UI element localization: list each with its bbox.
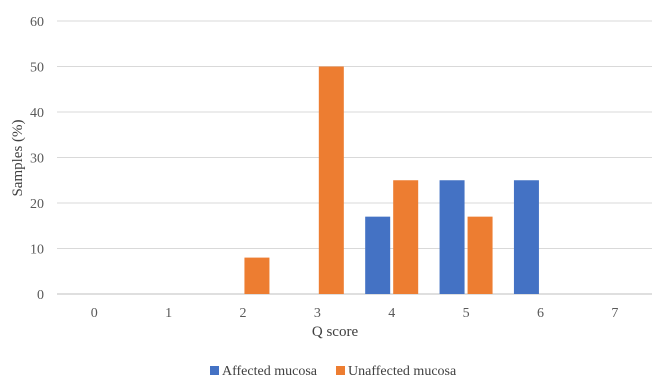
- x-tick-label: 7: [611, 306, 618, 321]
- bar-unaffected-mucosa: [318, 66, 344, 294]
- x-tick-label: 3: [314, 306, 321, 321]
- x-tick-label: 1: [165, 306, 172, 321]
- x-axis-title: Q score: [312, 324, 359, 340]
- y-tick-label: 0: [37, 288, 44, 303]
- bar-affected-mucosa: [439, 180, 465, 294]
- bar-affected-mucosa: [513, 180, 539, 294]
- bar-unaffected-mucosa: [244, 257, 270, 294]
- x-tick-label: 5: [463, 306, 470, 321]
- y-tick-label: 10: [30, 243, 44, 258]
- gridlines: [57, 20, 652, 295]
- y-tick-label: 20: [30, 197, 44, 212]
- legend-label: Affected mucosa: [222, 364, 318, 378]
- y-axis-title: Samples (%): [10, 119, 26, 196]
- legend-swatch: [210, 366, 219, 375]
- x-tick-label: 4: [388, 306, 395, 321]
- x-tick-label: 6: [537, 306, 544, 321]
- y-axis-tick-labels: 0 10 20 30 40 50 60: [30, 15, 44, 303]
- legend-label: Unaffected mucosa: [348, 364, 457, 378]
- bars: [244, 66, 539, 294]
- y-tick-label: 40: [30, 106, 44, 121]
- bar-unaffected-mucosa: [393, 180, 419, 294]
- y-tick-label: 60: [30, 15, 44, 30]
- x-axis-tick-labels: 0 1 2 3 4 5 6 7: [91, 306, 619, 321]
- bar-affected-mucosa: [365, 216, 391, 294]
- y-tick-label: 50: [30, 61, 44, 76]
- x-tick-label: 2: [239, 306, 246, 321]
- legend: Affected mucosa Unaffected mucosa: [210, 364, 457, 379]
- y-tick-label: 30: [30, 152, 44, 167]
- legend-swatch: [336, 366, 345, 375]
- bar-unaffected-mucosa: [467, 216, 493, 294]
- x-tick-label: 0: [91, 306, 98, 321]
